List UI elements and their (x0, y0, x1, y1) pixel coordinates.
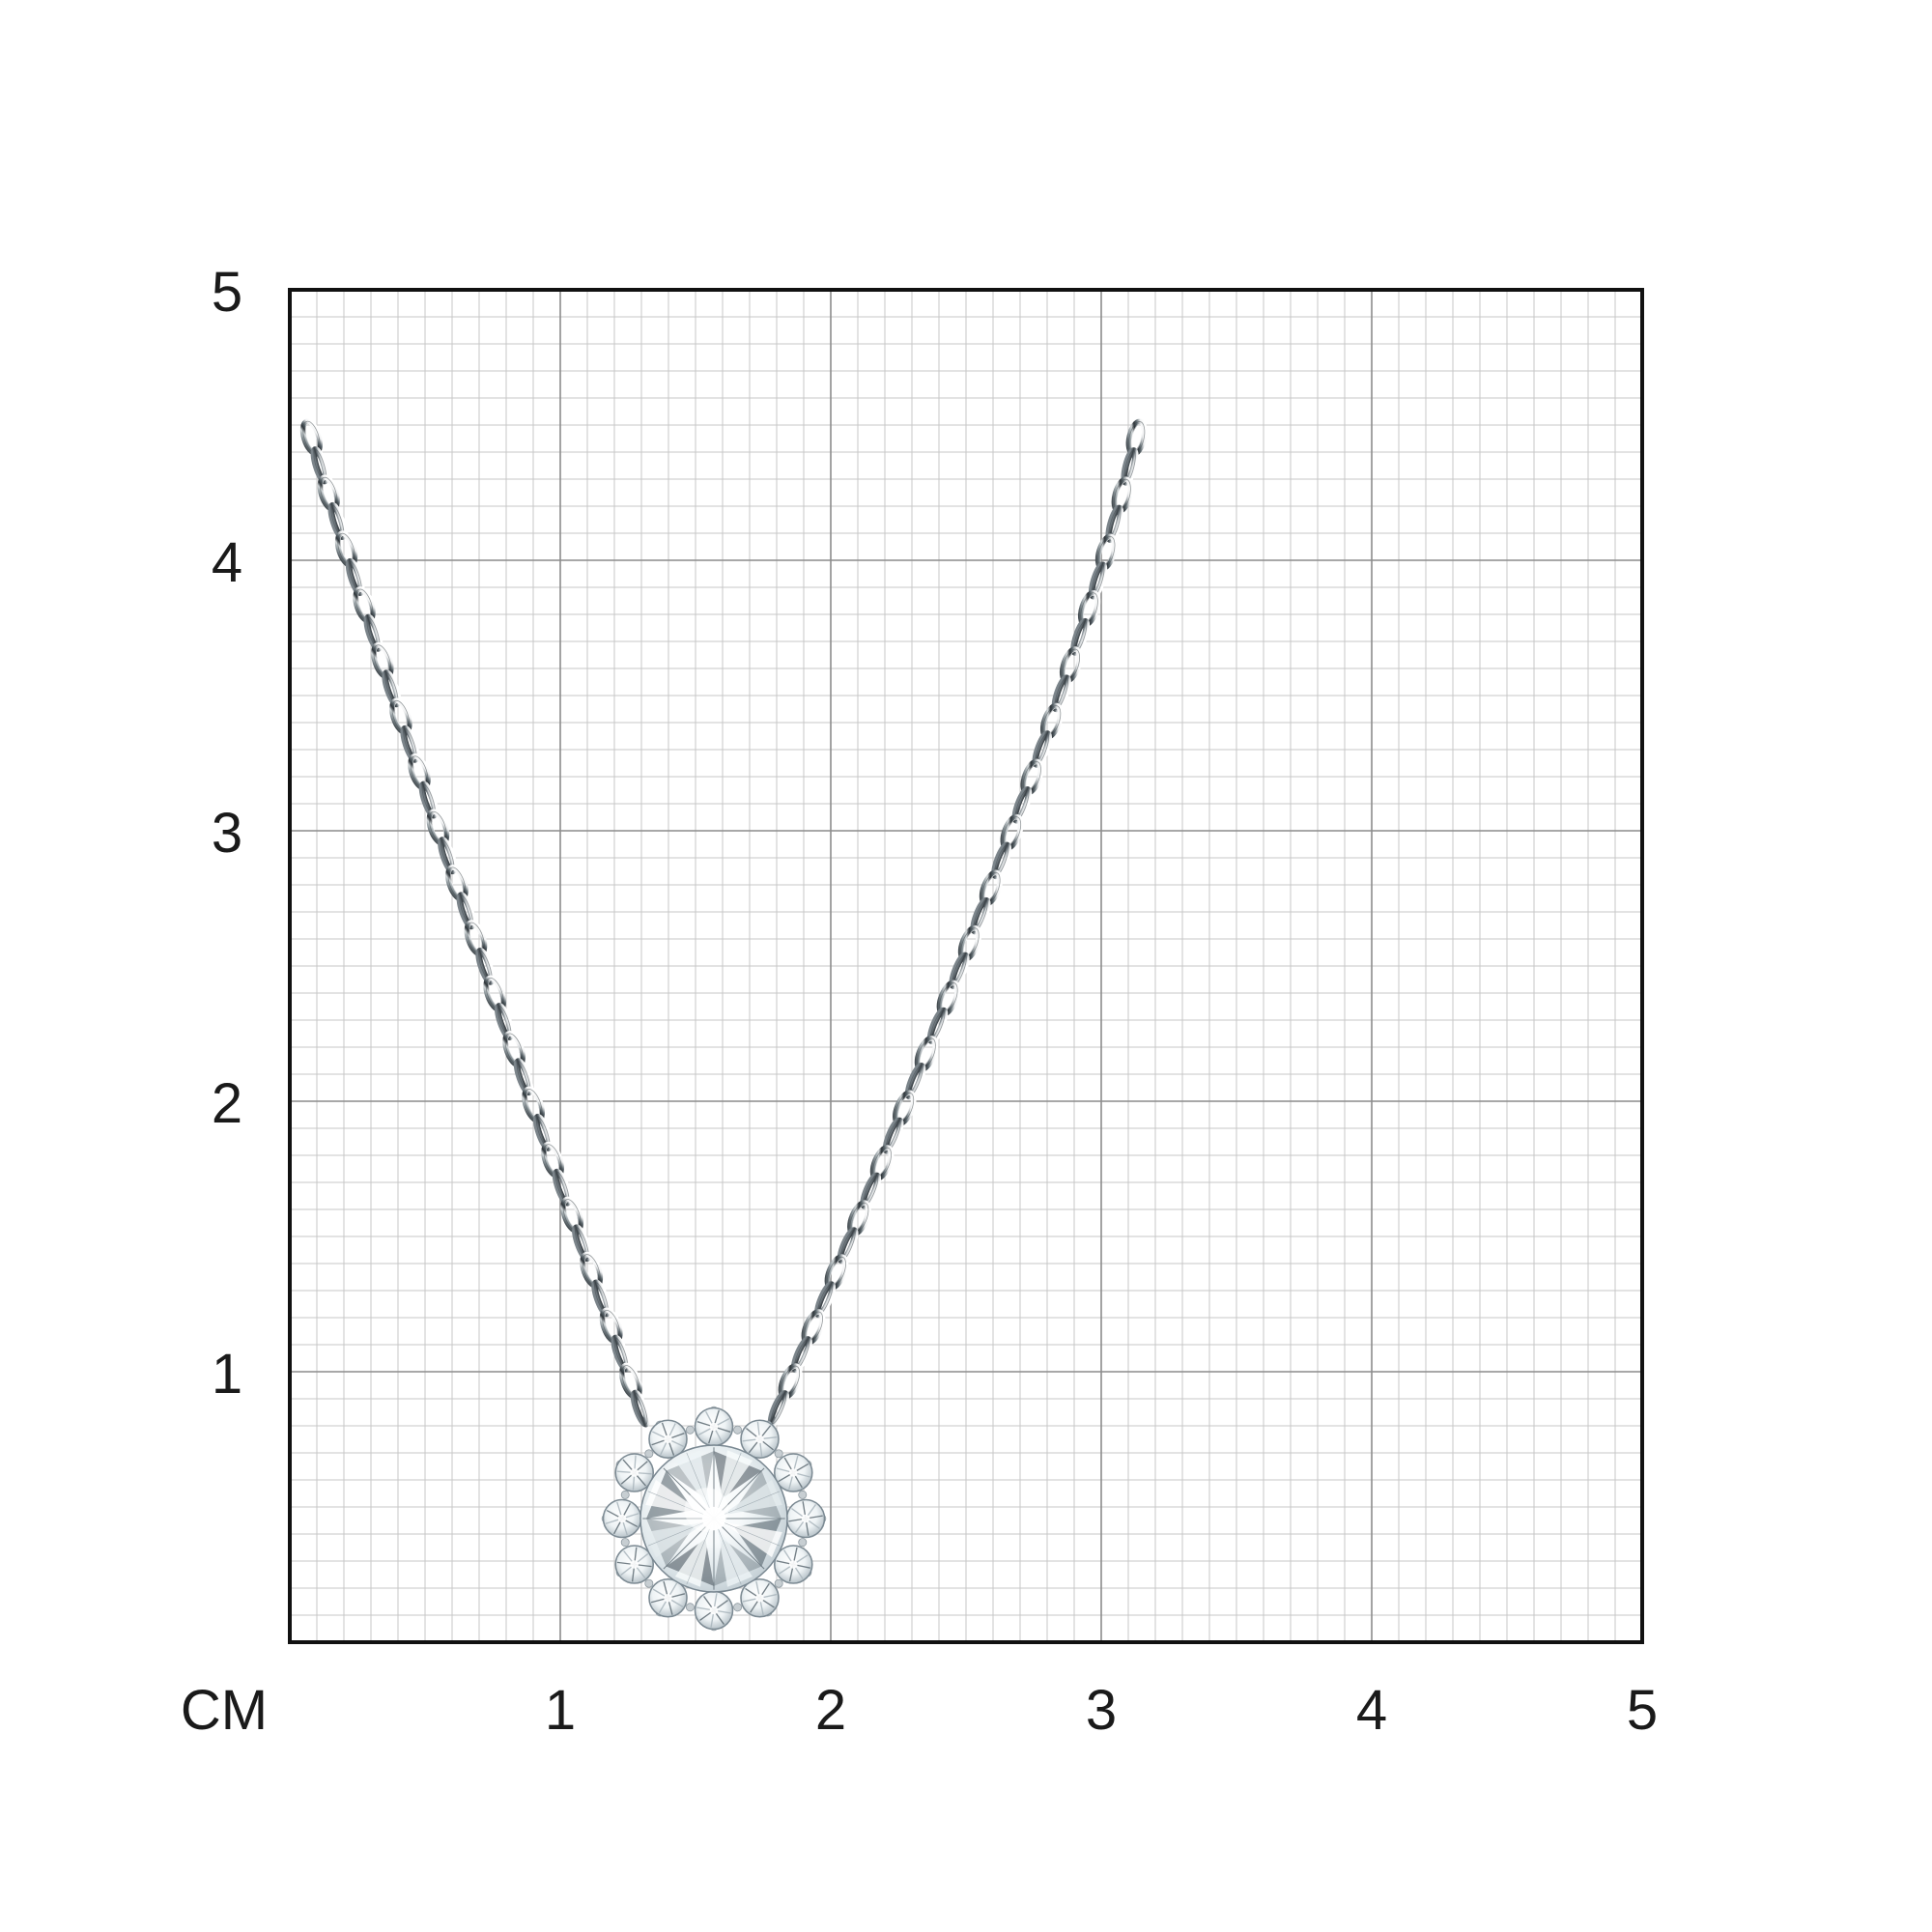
svg-text:CM: CM (181, 1679, 268, 1742)
svg-text:1: 1 (545, 1679, 576, 1742)
svg-text:3: 3 (1086, 1679, 1117, 1742)
svg-text:2: 2 (212, 1072, 242, 1135)
svg-text:2: 2 (815, 1679, 846, 1742)
svg-text:5: 5 (1627, 1679, 1658, 1742)
svg-text:5: 5 (212, 261, 242, 324)
svg-text:4: 4 (212, 531, 242, 594)
svg-text:3: 3 (212, 802, 242, 865)
svg-text:1: 1 (212, 1343, 242, 1406)
svg-text:4: 4 (1356, 1679, 1387, 1742)
